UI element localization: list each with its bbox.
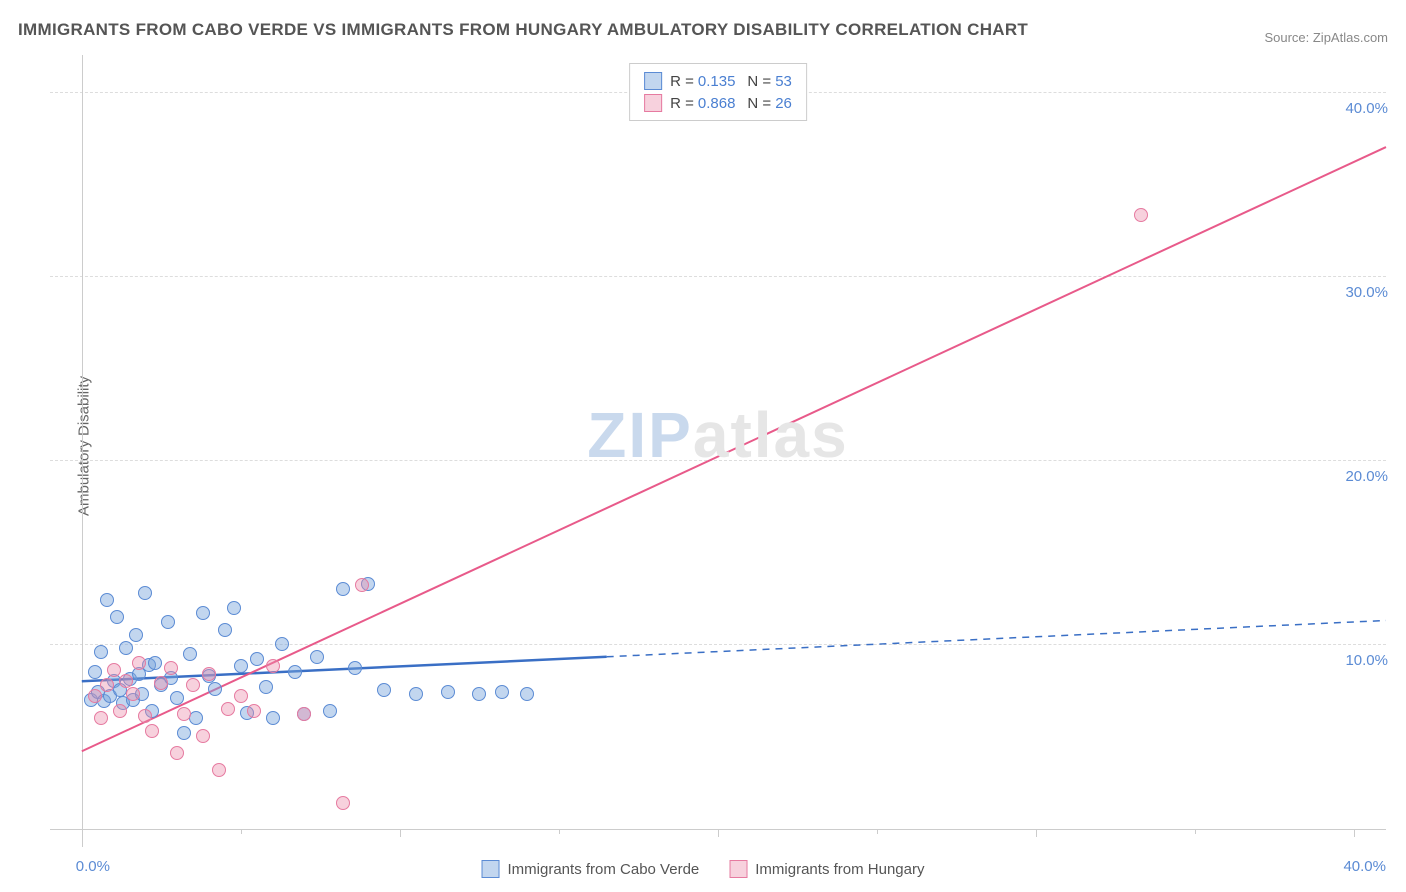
legend-row: R =0.868N =26 xyxy=(644,92,792,114)
data-point xyxy=(336,796,350,810)
data-point xyxy=(107,663,121,677)
legend-swatch xyxy=(644,94,662,112)
data-point xyxy=(126,687,140,701)
data-point xyxy=(119,674,133,688)
data-point xyxy=(202,667,216,681)
data-point xyxy=(218,623,232,637)
trend-lines xyxy=(50,55,1386,847)
data-point xyxy=(94,711,108,725)
data-point xyxy=(247,704,261,718)
correlation-legend: R =0.135N =53 R =0.868N =26 xyxy=(629,63,807,121)
data-point xyxy=(100,678,114,692)
plot-region: 10.0%20.0%30.0%40.0%0.0%40.0% xyxy=(50,55,1386,847)
series-legend: Immigrants from Cabo Verde Immigrants fro… xyxy=(482,860,925,878)
data-point xyxy=(250,652,264,666)
chart-title: IMMIGRANTS FROM CABO VERDE VS IMMIGRANTS… xyxy=(18,20,1028,40)
data-point xyxy=(336,582,350,596)
data-point xyxy=(88,665,102,679)
data-point xyxy=(100,593,114,607)
data-point xyxy=(119,641,133,655)
data-point xyxy=(234,689,248,703)
legend-text: R =0.135N =53 xyxy=(670,73,792,90)
data-point xyxy=(170,691,184,705)
data-point xyxy=(377,683,391,697)
data-point xyxy=(132,656,146,670)
data-point xyxy=(145,724,159,738)
data-point xyxy=(323,704,337,718)
data-point xyxy=(348,661,362,675)
data-point xyxy=(288,665,302,679)
legend-row: R =0.135N =53 xyxy=(644,70,792,92)
data-point xyxy=(138,586,152,600)
x-tick-label: 0.0% xyxy=(76,858,110,875)
data-point xyxy=(297,707,311,721)
data-point xyxy=(154,676,168,690)
x-tick-label: 40.0% xyxy=(1343,858,1386,875)
series-legend-item: Immigrants from Cabo Verde xyxy=(482,860,700,878)
data-point xyxy=(148,656,162,670)
data-point xyxy=(110,610,124,624)
data-point xyxy=(113,704,127,718)
data-point xyxy=(266,711,280,725)
data-point xyxy=(183,647,197,661)
data-point xyxy=(164,661,178,675)
data-point xyxy=(221,702,235,716)
data-point xyxy=(170,746,184,760)
source-label: Source: ZipAtlas.com xyxy=(1264,30,1388,45)
data-point xyxy=(177,707,191,721)
data-point xyxy=(275,637,289,651)
data-point xyxy=(161,615,175,629)
legend-text: R =0.868N =26 xyxy=(670,95,792,112)
data-point xyxy=(196,606,210,620)
data-point xyxy=(310,650,324,664)
data-point xyxy=(409,687,423,701)
data-point xyxy=(208,682,222,696)
data-point xyxy=(495,685,509,699)
chart-area: 10.0%20.0%30.0%40.0%0.0%40.0% ZIPatlas R… xyxy=(50,55,1386,847)
series-legend-label: Immigrants from Cabo Verde xyxy=(508,861,700,878)
series-legend-item: Immigrants from Hungary xyxy=(729,860,924,878)
data-point xyxy=(259,680,273,694)
data-point xyxy=(234,659,248,673)
data-point xyxy=(186,678,200,692)
series-legend-label: Immigrants from Hungary xyxy=(755,861,924,878)
data-point xyxy=(472,687,486,701)
data-point xyxy=(1134,208,1148,222)
data-point xyxy=(355,578,369,592)
legend-swatch xyxy=(729,860,747,878)
data-point xyxy=(227,601,241,615)
data-point xyxy=(129,628,143,642)
data-point xyxy=(212,763,226,777)
data-point xyxy=(177,726,191,740)
data-point xyxy=(189,711,203,725)
data-point xyxy=(88,689,102,703)
legend-swatch xyxy=(644,72,662,90)
data-point xyxy=(196,729,210,743)
data-point xyxy=(441,685,455,699)
data-point xyxy=(266,659,280,673)
data-point xyxy=(138,709,152,723)
data-point xyxy=(520,687,534,701)
legend-swatch xyxy=(482,860,500,878)
data-point xyxy=(94,645,108,659)
